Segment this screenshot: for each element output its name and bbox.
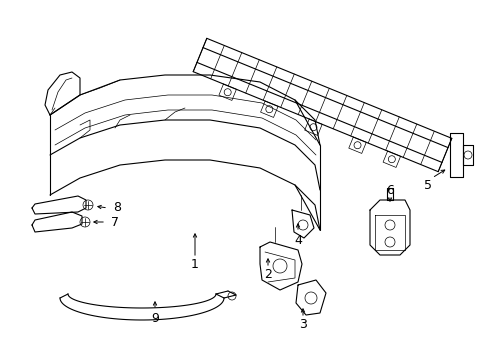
- Text: 6: 6: [385, 184, 393, 197]
- Text: 5: 5: [423, 179, 431, 192]
- Text: 9: 9: [151, 311, 159, 324]
- Text: 8: 8: [113, 201, 121, 213]
- Text: 2: 2: [264, 269, 271, 282]
- Text: 7: 7: [111, 216, 119, 229]
- Text: 1: 1: [191, 258, 199, 271]
- Text: 3: 3: [299, 319, 306, 332]
- Text: 4: 4: [293, 234, 301, 247]
